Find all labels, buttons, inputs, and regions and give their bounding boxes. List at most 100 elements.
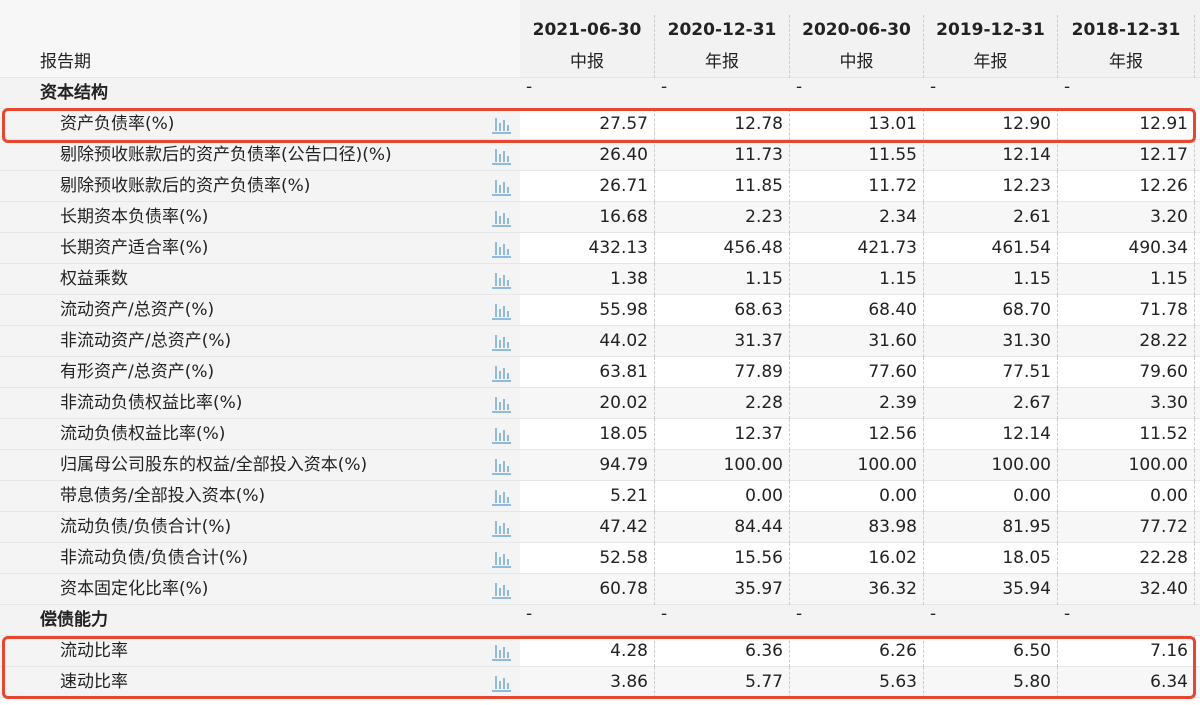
value-cell: 12.56	[790, 419, 924, 450]
chart-icon[interactable]	[490, 486, 512, 506]
section-title: 资本结构	[40, 83, 108, 103]
section-row-bg	[0, 605, 1200, 636]
value-cell: 4.28	[520, 636, 655, 667]
value-cell: 31.37	[655, 326, 790, 357]
value-cell: 6.36	[655, 636, 790, 667]
value-cell: 2.28	[655, 388, 790, 419]
row-label: 流动资产/总资产(%)	[60, 300, 215, 320]
value-cell: 2.39	[790, 388, 924, 419]
value-cell: 100.00	[655, 450, 790, 481]
row-label-bg	[0, 109, 520, 140]
value-cell: 1.15	[924, 264, 1058, 295]
value-cell: 55.98	[520, 295, 655, 326]
row-label: 流动负债权益比率(%)	[60, 424, 226, 444]
value-cell: 0.00	[1058, 481, 1195, 512]
row-label: 资产负债率(%)	[60, 114, 175, 134]
row-label-bg	[0, 202, 520, 233]
row-label: 权益乘数	[60, 269, 128, 289]
value-cell: 27.57	[520, 109, 655, 140]
chart-icon[interactable]	[490, 114, 512, 134]
chart-icon[interactable]	[490, 579, 512, 599]
value-cell: 16.68	[520, 202, 655, 233]
section-dash: -	[796, 604, 803, 624]
chart-icon[interactable]	[490, 548, 512, 568]
report-type: 年报	[924, 47, 1058, 78]
value-cell: 12.37	[655, 419, 790, 450]
value-cell: 18.05	[520, 419, 655, 450]
header-bg-left	[0, 0, 520, 78]
chart-icon[interactable]	[490, 424, 512, 444]
value-cell: 12.14	[924, 140, 1058, 171]
highlight-box	[2, 108, 1196, 143]
row-label: 长期资产适合率(%)	[60, 238, 209, 258]
value-cell: 81.95	[924, 512, 1058, 543]
value-cell: 44.02	[520, 326, 655, 357]
chart-icon[interactable]	[490, 145, 512, 165]
value-cell: 26.40	[520, 140, 655, 171]
chart-icon[interactable]	[490, 641, 512, 661]
value-cell: 22.28	[1058, 543, 1195, 574]
chart-icon[interactable]	[490, 238, 512, 258]
value-cell: 77.51	[924, 357, 1058, 388]
row-label-bg	[0, 636, 520, 667]
row-label-bg	[0, 512, 520, 543]
section-dash: -	[526, 77, 533, 97]
date-header: 2019-12-31	[924, 15, 1058, 46]
value-cell: 12.26	[1058, 171, 1195, 202]
value-cell: 77.72	[1058, 512, 1195, 543]
chart-icon[interactable]	[490, 455, 512, 475]
value-cell: 100.00	[1058, 450, 1195, 481]
row-label: 长期资本负债率(%)	[60, 207, 209, 227]
value-cell: 35.97	[655, 574, 790, 605]
report-type: 年报	[1058, 47, 1195, 78]
section-dash: -	[930, 77, 937, 97]
chart-icon[interactable]	[490, 269, 512, 289]
value-cell: 12.17	[1058, 140, 1195, 171]
value-cell: 77.60	[790, 357, 924, 388]
value-cell: 432.13	[520, 233, 655, 264]
value-cell: 12.78	[655, 109, 790, 140]
section-dash: -	[661, 77, 668, 97]
value-cell: 68.70	[924, 295, 1058, 326]
report-type: 中报	[790, 47, 924, 78]
chart-icon[interactable]	[490, 207, 512, 227]
value-cell: 421.73	[790, 233, 924, 264]
chart-icon[interactable]	[490, 672, 512, 692]
value-cell: 11.73	[655, 140, 790, 171]
value-cell: 2.34	[790, 202, 924, 233]
row-label: 剔除预收账款后的资产负债率(%)	[60, 176, 311, 196]
row-label: 带息债务/全部投入资本(%)	[60, 486, 266, 506]
chart-icon[interactable]	[490, 300, 512, 320]
value-cell: 20.02	[520, 388, 655, 419]
value-cell: 94.79	[520, 450, 655, 481]
row-label: 流动负债/负债合计(%)	[60, 517, 232, 537]
row-label: 非流动负债/负债合计(%)	[60, 548, 249, 568]
date-header: 2020-06-30	[790, 15, 924, 46]
chart-icon[interactable]	[490, 362, 512, 382]
row-label-bg	[0, 264, 520, 295]
row-label: 资本固定化比率(%)	[60, 579, 209, 599]
value-cell: 11.72	[790, 171, 924, 202]
chart-icon[interactable]	[490, 393, 512, 413]
section-dash: -	[1064, 604, 1071, 624]
chart-icon[interactable]	[490, 517, 512, 537]
row-label-bg	[0, 543, 520, 574]
value-cell: 11.85	[655, 171, 790, 202]
value-cell: 1.15	[655, 264, 790, 295]
chart-icon[interactable]	[490, 176, 512, 196]
value-cell: 47.42	[520, 512, 655, 543]
chart-icon[interactable]	[490, 331, 512, 351]
value-cell: 12.90	[924, 109, 1058, 140]
date-header: 2020-12-31	[655, 15, 790, 46]
period-label: 报告期	[40, 52, 91, 72]
value-cell: 3.30	[1058, 388, 1195, 419]
value-cell: 15.56	[655, 543, 790, 574]
row-label: 非流动资产/总资产(%)	[60, 331, 232, 351]
value-cell: 490.34	[1058, 233, 1195, 264]
value-cell: 32.40	[1058, 574, 1195, 605]
value-cell: 16.02	[790, 543, 924, 574]
value-cell: 28.22	[1058, 326, 1195, 357]
row-label: 流动比率	[60, 641, 128, 661]
value-cell: 1.38	[520, 264, 655, 295]
